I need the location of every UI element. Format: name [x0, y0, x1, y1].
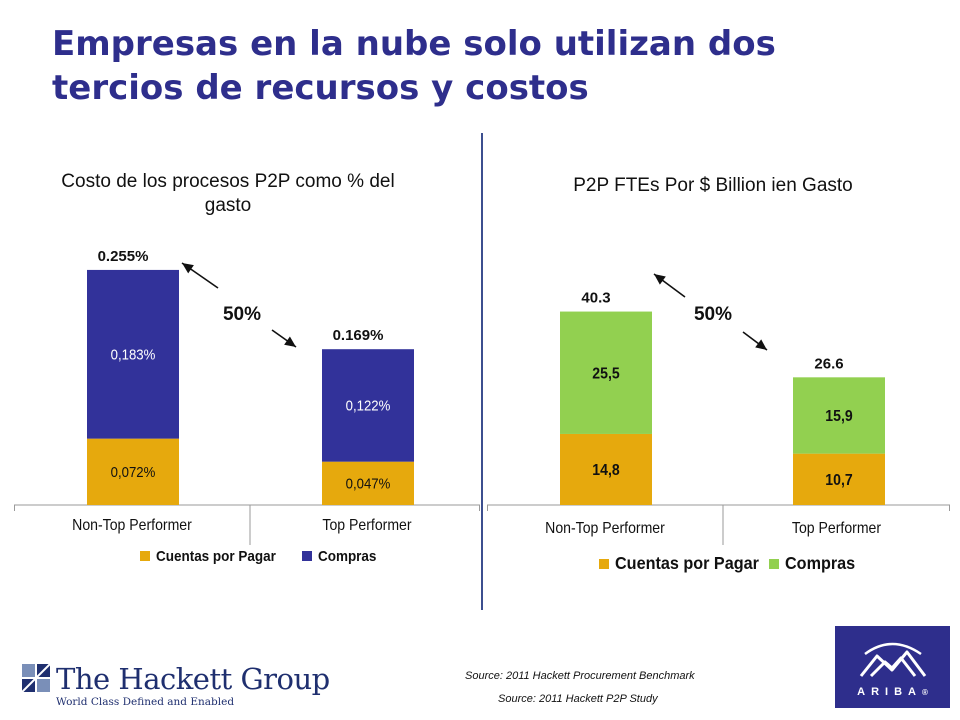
bar-segment	[560, 311, 652, 434]
bar-segment-label: 10,7	[825, 471, 852, 489]
reduction-annotation: 50%	[694, 304, 732, 325]
ariba-logo: ARIBA®	[835, 626, 950, 708]
bar-segment-label: 15,9	[825, 407, 852, 425]
source-note-p2p-study: Source: 2011 Hackett P2P Study	[498, 693, 658, 705]
chart-title: P2P FTEs Por $ Billion ien Gasto	[573, 175, 853, 196]
hackett-logo: The Hackett Group World Class Defined an…	[22, 660, 330, 710]
bar-segment-label: 25,5	[592, 365, 619, 383]
bar-segment	[87, 438, 179, 505]
bar-segment-label: 0,183%	[111, 346, 156, 363]
legend-swatch	[140, 551, 150, 561]
bar-total-label: 0.169%	[333, 327, 384, 344]
hackett-tagline: World Class Defined and Enabled	[56, 696, 235, 708]
category-label: Top Performer	[792, 519, 881, 537]
legend-label: Compras	[785, 553, 855, 573]
hackett-name: The Hackett Group	[56, 662, 330, 696]
ariba-wordmark: ARIBA®	[857, 686, 928, 698]
slide-title: Empresas en la nube solo utilizan dos te…	[52, 24, 776, 108]
bar-segment	[793, 453, 885, 505]
bar-total-label: 0.255%	[98, 248, 149, 265]
chart-p2p-cost: Costo de los procesos P2P como % del gast…	[12, 160, 480, 580]
reduction-annotation: 50%	[223, 304, 261, 325]
hackett-squares-icon	[22, 664, 51, 693]
annotation-arrow	[271, 329, 297, 348]
bar-segment-label: 0,047%	[346, 475, 391, 492]
source-note-benchmark: Source: 2011 Hackett Procurement Benchma…	[465, 670, 695, 682]
bar-segment	[322, 349, 414, 462]
legend-entry: Compras	[302, 548, 377, 565]
chart-svg: Costo de los procesos P2P como % del gast…	[14, 171, 480, 565]
legend-label: Cuentas por Pagar	[615, 553, 759, 573]
bar-segment	[793, 377, 885, 454]
category-label: Non-Top Performer	[72, 516, 192, 534]
legend-swatch	[302, 551, 312, 561]
bar-segment	[560, 433, 652, 505]
legend-swatch	[769, 559, 779, 569]
chart-title-line-1: Costo de los procesos P2P como % del	[61, 171, 394, 192]
legend-entry: Cuentas por Pagar	[140, 548, 276, 565]
category-label: Non-Top Performer	[545, 519, 665, 537]
bar-segment-label: 14,8	[592, 461, 619, 479]
legend-entry: Compras	[769, 553, 855, 573]
ariba-emblem-icon	[859, 642, 927, 678]
annotation-arrow	[653, 273, 686, 298]
chart-p2p-ftes: P2P FTEs Por $ Billion ien Gasto 14,8 25,5…	[487, 160, 950, 585]
bar-segment-label: 0,072%	[111, 463, 156, 480]
legend-label: Compras	[318, 548, 377, 565]
legend-entry: Cuentas por Pagar	[599, 553, 759, 573]
bar-total-label: 26.6	[814, 355, 843, 372]
bar-segment	[322, 461, 414, 505]
chart-svg: P2P FTEs Por $ Billion ien Gasto 14,8 25,5…	[487, 175, 950, 573]
chart-title-line-2: gasto	[205, 195, 251, 216]
bar-total-label: 40.3	[581, 290, 610, 307]
legend-label: Cuentas por Pagar	[156, 548, 276, 565]
annotation-arrow	[742, 331, 768, 351]
bar-segment	[87, 269, 179, 439]
bar-segment-label: 0,122%	[346, 397, 391, 414]
legend-swatch	[599, 559, 609, 569]
category-label: Top Performer	[322, 516, 411, 534]
vertical-divider	[481, 133, 483, 610]
annotation-arrow	[181, 262, 219, 289]
